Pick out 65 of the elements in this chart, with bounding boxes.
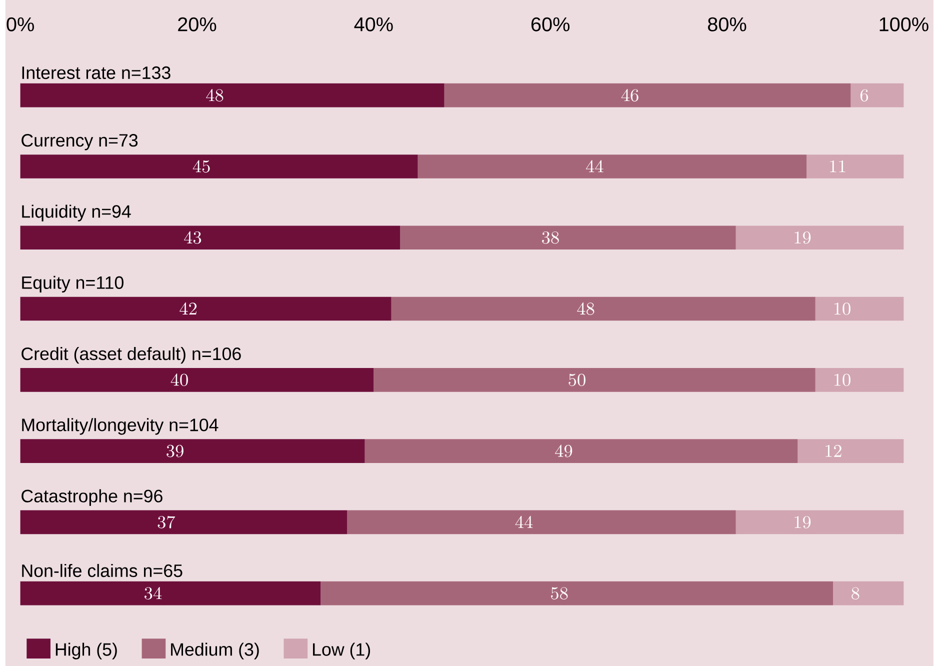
data-label: 8 xyxy=(852,587,860,600)
data-label: 6 xyxy=(860,89,868,102)
x-tick-label: 100% xyxy=(880,17,928,32)
bar xyxy=(815,296,904,321)
data-label: 45 xyxy=(192,160,210,173)
x-tick-label: 60% xyxy=(531,17,570,32)
y-tick-label: Credit (asset default) n=106 xyxy=(22,346,241,364)
bar xyxy=(444,83,851,108)
bar xyxy=(833,581,904,606)
bar xyxy=(806,154,904,178)
data-label: 48 xyxy=(577,302,594,315)
y-tick-label: Liquidity n=94 xyxy=(22,204,131,222)
bar xyxy=(20,83,444,108)
data-label: 44 xyxy=(515,516,533,528)
data-label: 19 xyxy=(794,516,811,528)
bar xyxy=(20,296,392,321)
data-label: 10 xyxy=(834,302,850,315)
data-label: 37 xyxy=(158,516,176,528)
data-label: 10 xyxy=(834,374,850,386)
bar xyxy=(20,439,365,463)
bar xyxy=(347,510,736,534)
data-label: 11 xyxy=(830,160,846,172)
bar xyxy=(20,154,418,178)
data-label: 44 xyxy=(586,160,604,172)
bar xyxy=(20,226,400,250)
bar xyxy=(320,581,834,606)
data-label: 46 xyxy=(621,88,638,102)
legend-label: Low (1) xyxy=(313,642,370,660)
bar xyxy=(20,510,348,534)
data-label: 49 xyxy=(555,444,572,458)
bar xyxy=(418,154,807,178)
data-label: 48 xyxy=(206,88,224,102)
bar xyxy=(20,368,374,392)
bar xyxy=(374,368,816,392)
bar xyxy=(400,226,736,250)
data-label: 43 xyxy=(184,231,202,244)
x-tick-label: 0% xyxy=(6,17,34,32)
y-tick-label: Catastrophe n=96 xyxy=(22,489,162,506)
x-tick-label: 40% xyxy=(354,17,393,32)
data-label: 12 xyxy=(826,444,842,457)
data-label: 42 xyxy=(180,302,197,314)
bar xyxy=(850,83,904,108)
bar xyxy=(736,226,904,250)
x-tick-label: 20% xyxy=(178,17,216,32)
bar xyxy=(798,439,904,463)
y-tick-label: Currency n=73 xyxy=(22,134,138,150)
y-tick-label: Equity n=110 xyxy=(22,276,124,292)
data-label: 58 xyxy=(551,587,568,600)
legend-label: High (5) xyxy=(56,642,117,660)
y-tick-label: Interest rate n=133 xyxy=(22,66,170,79)
bar xyxy=(815,368,904,392)
y-tick-label: Mortality/longevity n=104 xyxy=(22,418,218,435)
bar xyxy=(364,439,798,463)
bar xyxy=(20,581,321,606)
data-label: 39 xyxy=(166,444,184,458)
bar xyxy=(391,296,816,321)
data-label: 38 xyxy=(542,231,559,244)
data-label: 34 xyxy=(144,586,162,600)
x-tick-label: 80% xyxy=(708,17,746,32)
data-label: 19 xyxy=(794,231,811,244)
legend-label: Medium (3) xyxy=(171,642,259,660)
data-label: 40 xyxy=(170,373,188,386)
y-tick-label: Non-life claims n=65 xyxy=(22,564,182,577)
bar xyxy=(736,510,904,534)
data-label: 50 xyxy=(568,374,586,386)
